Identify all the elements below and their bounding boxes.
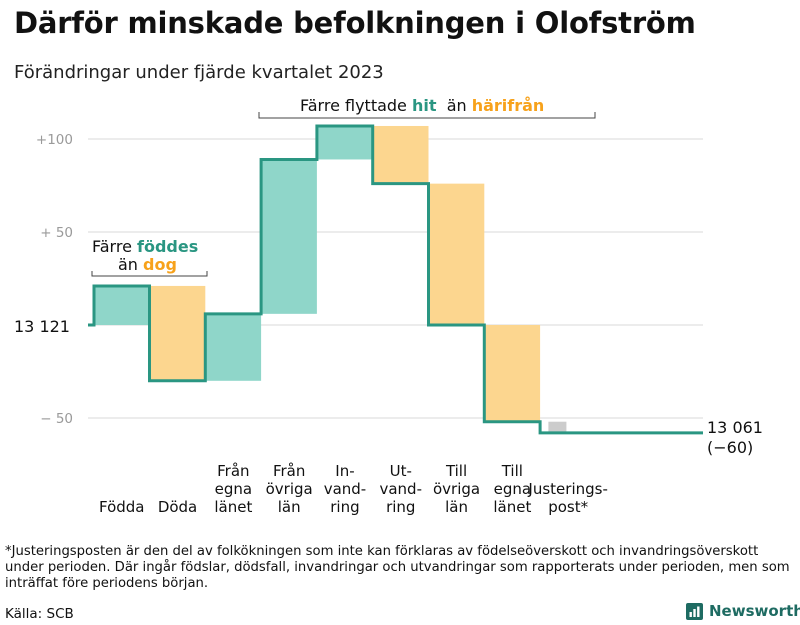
annotation-migration-text: Färre flyttade hit än härifrån	[300, 96, 544, 115]
chart-subtitle: Förändringar under fjärde kvartalet 2023	[14, 62, 384, 83]
newsworthy-logo-icon	[686, 602, 703, 620]
bar-döda	[149, 285, 206, 381]
bar-till-egna-länet	[484, 325, 541, 422]
category-label: In-vand-ring	[324, 462, 367, 516]
bar-från-övriga-län	[261, 159, 317, 314]
category-label: Ut-vand-ring	[379, 462, 422, 516]
highlight-harifran: härifrån	[472, 96, 545, 115]
annotation-births-line2: än dog	[118, 255, 177, 274]
annotation-births-line1: Färre föddes	[92, 237, 198, 256]
waterfall-chart: +100 + 50 − 50 Födda Döda Från egna länet Från ö…	[14, 96, 763, 516]
footnote: *Justeringsposten är den del av folkökni…	[5, 544, 790, 591]
waterfall-steps	[88, 124, 703, 435]
start-value-label: 13 121	[14, 317, 70, 336]
bar-födda	[94, 285, 150, 325]
category-label: Justerings-post*	[527, 480, 607, 516]
source-label: Källa: SCB	[5, 606, 74, 622]
bar-invandring	[317, 125, 373, 160]
category-label: Födda	[99, 498, 145, 516]
annotation-births-deaths: Färre föddes än dog	[91, 237, 208, 277]
category-label: Till egna länet	[493, 462, 531, 516]
highlight-fodde: föddes	[137, 237, 198, 256]
end-change-label: (−60)	[707, 438, 753, 457]
annotation-bracket-migration	[258, 112, 596, 119]
waterfall-bars	[94, 125, 567, 433]
bar-utvandring	[373, 125, 429, 184]
category-label: Döda	[158, 498, 197, 516]
category-label: Från övriga län	[266, 462, 313, 516]
y-tick-label: − 50	[40, 411, 73, 427]
chart-title: Därför minskade befolkningen i Olofström	[14, 6, 696, 40]
highlight-dog: dog	[143, 255, 177, 274]
y-axis-ticks: +100 + 50 − 50	[36, 132, 73, 427]
annotation-migration: Färre flyttade hit än härifrån	[258, 96, 596, 119]
brand-name: Newsworthy	[709, 602, 800, 620]
annotation-bracket-births	[91, 271, 208, 277]
waterfall-step-line	[88, 124, 703, 435]
category-label: Från egna länet	[214, 462, 252, 516]
bar-justeringspost-	[548, 421, 567, 433]
category-label: Till övriga län	[433, 462, 480, 516]
bar-till-övriga-län	[428, 183, 485, 325]
bar-från-egna-länet	[205, 313, 262, 381]
brand-logo: Newsworthy	[686, 602, 800, 620]
highlight-hit: hit	[412, 96, 437, 115]
y-tick-label: + 50	[40, 225, 73, 241]
end-value-label: 13 061	[707, 418, 763, 437]
category-labels: Födda Döda Från egna länet Från övriga län In-va…	[99, 462, 608, 516]
y-tick-label: +100	[36, 132, 73, 148]
